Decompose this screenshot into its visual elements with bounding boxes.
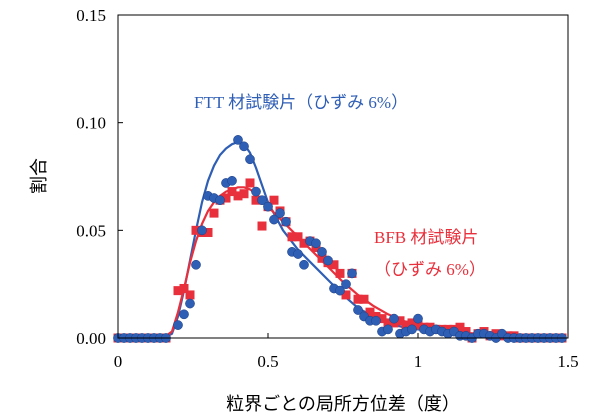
bfb-data-point	[341, 290, 351, 300]
axes: 0 0.5 1 1.5 0.00 0.05 0.10 0.15	[76, 6, 578, 371]
bfb-data-point	[191, 225, 201, 235]
bfb-data-point	[329, 260, 339, 270]
x-tick-label: 1.5	[557, 352, 578, 371]
bfb-data-point	[179, 283, 189, 293]
x-tick-label: 1	[414, 352, 423, 371]
bfb-data-point	[359, 294, 369, 304]
bfb-data-point	[203, 227, 213, 237]
bfb-data-point	[185, 290, 195, 300]
bfb-data-point	[209, 208, 219, 218]
annotation-ftt: FTT 材試験片（ひずみ 6%）	[194, 93, 408, 112]
ftt-data-point	[299, 259, 309, 270]
bfb-data-point	[239, 189, 249, 199]
y-tick-label: 0.00	[76, 329, 106, 348]
bfb-data-point	[401, 320, 411, 330]
ftt-data-point	[347, 268, 357, 279]
bfb-data-point	[173, 286, 183, 296]
y-tick-label: 0.15	[76, 6, 106, 25]
bfb-data-point	[299, 238, 309, 248]
bfb-data-point	[353, 294, 363, 304]
ftt-data-point	[185, 298, 195, 309]
bfb-data-point	[251, 195, 261, 205]
x-axis-label: 粒界ごとの局所方位差（度）	[226, 394, 460, 415]
ftt-data-point	[179, 309, 189, 320]
ftt-data-point	[173, 320, 183, 330]
x-tick-label: 0.5	[257, 352, 278, 371]
ftt-data-point	[311, 238, 321, 249]
bfb-data-point	[221, 193, 231, 203]
ftt-data-point	[353, 305, 363, 315]
ftt-data-point	[323, 255, 333, 266]
ftt-data-point	[197, 225, 207, 236]
ftt-data-point	[275, 208, 285, 218]
ftt-data-point	[341, 279, 351, 290]
ftt-data-point	[263, 201, 273, 212]
bfb-data-point	[365, 307, 375, 317]
y-tick-label: 0.05	[76, 221, 106, 240]
annotation-bfb-strain: （ひずみ 6%）	[374, 260, 486, 279]
ftt-data-point	[191, 259, 201, 270]
plot-frame	[117, 14, 569, 339]
ftt-data-point	[269, 214, 279, 225]
ftt-data-point	[407, 324, 417, 335]
bfb-data-point	[383, 318, 393, 328]
y-axis-label: 割合	[29, 158, 50, 194]
ftt-data-point	[215, 195, 225, 206]
ftt-data-point	[371, 315, 381, 326]
bfb-data-point	[407, 318, 417, 328]
ftt-data-point	[227, 175, 237, 186]
bfb-data-point	[233, 191, 243, 201]
ftt-data-point	[251, 186, 261, 197]
ftt-data-point	[383, 324, 393, 335]
ftt-data-point	[257, 195, 267, 206]
ftt-data-point	[281, 216, 291, 227]
bfb-data-point	[227, 187, 237, 197]
bfb-data-point	[455, 322, 465, 332]
ftt-data-point	[293, 249, 303, 259]
ftt-data-point	[335, 285, 345, 296]
ftt-data-point	[317, 247, 327, 257]
bfb-data-point	[335, 268, 345, 278]
x-tick-label: 0	[114, 352, 123, 371]
bfb-data-point	[245, 178, 255, 188]
bfb-data-point	[317, 253, 327, 263]
plot-area	[113, 135, 567, 343]
bfb-data-point	[293, 232, 303, 242]
bfb-data-point	[257, 221, 267, 231]
bfb-data-point	[287, 232, 297, 242]
ftt-data-point	[413, 313, 423, 324]
annotation-bfb: BFB 材試験片	[374, 228, 478, 247]
y-tick-label: 0.10	[76, 114, 106, 133]
bfb-data-point	[377, 314, 387, 324]
bfb-data-point	[413, 320, 423, 330]
ftt-data-point	[389, 313, 399, 324]
bfb-data-point	[395, 316, 405, 326]
ftt-data-point	[245, 154, 255, 165]
ftt-data-point	[233, 135, 243, 145]
ftt-data-point	[239, 141, 249, 152]
bfb-data-point	[269, 195, 279, 205]
